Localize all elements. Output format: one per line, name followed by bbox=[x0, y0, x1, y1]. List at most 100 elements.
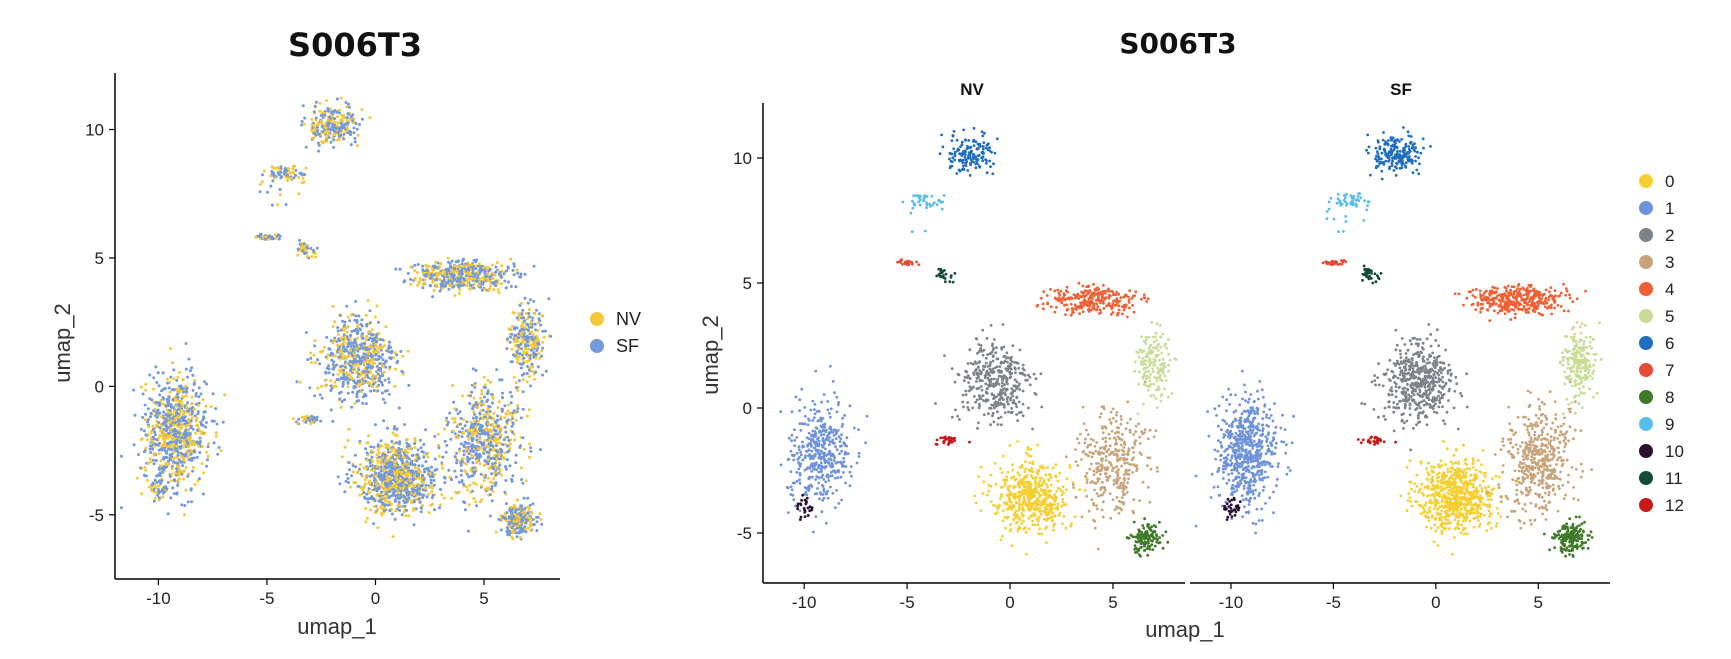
nv-point bbox=[1014, 485, 1017, 488]
left-point bbox=[323, 345, 326, 349]
nv-point bbox=[1026, 480, 1030, 484]
nv-point bbox=[977, 475, 980, 478]
left-point bbox=[523, 352, 527, 356]
left-point bbox=[507, 449, 511, 453]
left-point bbox=[509, 505, 513, 509]
nv-point bbox=[1040, 532, 1043, 536]
left-point bbox=[305, 255, 309, 259]
left-point bbox=[169, 375, 173, 379]
left-point bbox=[453, 417, 457, 420]
left-point bbox=[186, 375, 189, 379]
nv-point bbox=[1003, 481, 1007, 484]
left-point bbox=[141, 415, 145, 419]
left-point bbox=[441, 466, 444, 470]
left-point bbox=[405, 441, 409, 445]
left-point bbox=[357, 389, 361, 393]
nv-point bbox=[1037, 532, 1041, 536]
right-chart-title: S006T3 bbox=[1119, 27, 1236, 60]
left-point bbox=[416, 466, 420, 470]
left-point bbox=[167, 462, 171, 466]
nv-point bbox=[1018, 473, 1021, 477]
left-point bbox=[489, 456, 493, 460]
left-point bbox=[393, 517, 397, 521]
left-point bbox=[183, 513, 186, 517]
left-point bbox=[521, 390, 525, 394]
left-point bbox=[170, 452, 174, 456]
left-point bbox=[514, 285, 518, 289]
nv-point bbox=[1034, 486, 1038, 490]
left-point bbox=[188, 438, 192, 442]
left-point bbox=[214, 407, 218, 411]
left-point bbox=[168, 390, 172, 394]
left-point bbox=[456, 270, 460, 274]
left-point bbox=[186, 428, 190, 432]
left-point bbox=[423, 278, 427, 282]
left-point bbox=[491, 422, 495, 426]
left-point bbox=[350, 376, 354, 380]
left-point bbox=[436, 285, 439, 289]
left-point bbox=[393, 463, 397, 467]
nv-point bbox=[1044, 491, 1048, 494]
left-point bbox=[171, 406, 175, 409]
left-point bbox=[386, 445, 390, 449]
left-point bbox=[532, 264, 536, 268]
left-point bbox=[463, 501, 467, 505]
left-point bbox=[356, 379, 360, 383]
left-point bbox=[538, 512, 542, 516]
left-point bbox=[349, 333, 352, 337]
nv-point bbox=[1021, 482, 1025, 486]
left-point bbox=[375, 494, 379, 497]
left-point bbox=[211, 392, 215, 396]
left-point bbox=[170, 465, 174, 468]
left-point bbox=[444, 450, 448, 454]
left-point bbox=[405, 487, 409, 491]
left-point bbox=[412, 499, 416, 502]
left-point bbox=[431, 502, 434, 506]
left-point bbox=[529, 298, 532, 302]
left-point bbox=[366, 370, 370, 374]
left-point bbox=[452, 420, 456, 424]
left-point bbox=[331, 304, 335, 308]
left-point bbox=[526, 301, 530, 305]
nv-point bbox=[1027, 527, 1031, 531]
left-point bbox=[379, 348, 383, 352]
left-point bbox=[511, 421, 515, 425]
left-point bbox=[139, 427, 143, 431]
left-point bbox=[366, 352, 370, 355]
left-point bbox=[381, 502, 385, 505]
left-point bbox=[537, 317, 541, 321]
left-point bbox=[149, 431, 153, 435]
left-point bbox=[376, 372, 380, 376]
nv-point bbox=[1008, 444, 1012, 447]
nv-point bbox=[1044, 511, 1048, 515]
left-point bbox=[406, 498, 410, 501]
left-point bbox=[521, 339, 525, 343]
left-point bbox=[361, 401, 365, 405]
nv-point bbox=[1022, 519, 1025, 523]
left-point bbox=[459, 473, 463, 477]
y-tick-label: 5 bbox=[95, 249, 104, 268]
nv-point bbox=[1029, 448, 1032, 451]
nv-point bbox=[1015, 501, 1018, 505]
left-point bbox=[510, 325, 514, 329]
left-point bbox=[421, 268, 425, 272]
left-point bbox=[369, 445, 373, 449]
left-point bbox=[421, 286, 425, 290]
left-point bbox=[313, 251, 317, 255]
nv-point bbox=[1001, 509, 1005, 512]
left-point bbox=[497, 441, 501, 445]
left-point bbox=[157, 441, 161, 445]
left-point bbox=[291, 417, 295, 421]
left-point bbox=[474, 500, 478, 504]
left-point bbox=[535, 308, 539, 312]
left-point bbox=[413, 442, 417, 446]
left-point bbox=[532, 299, 536, 303]
left-point bbox=[503, 416, 507, 420]
left-point bbox=[442, 496, 446, 500]
left-point bbox=[499, 447, 503, 451]
left-point bbox=[150, 440, 154, 444]
left-point bbox=[338, 397, 342, 401]
left-point bbox=[346, 477, 350, 480]
left-point bbox=[175, 378, 179, 382]
left-point bbox=[524, 530, 528, 534]
